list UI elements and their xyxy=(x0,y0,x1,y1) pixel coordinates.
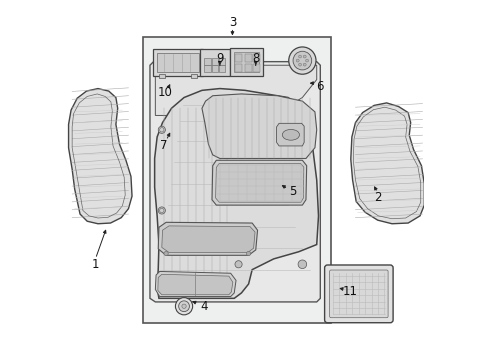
FancyBboxPatch shape xyxy=(234,51,259,72)
Polygon shape xyxy=(155,271,236,297)
Circle shape xyxy=(293,51,312,70)
Text: 11: 11 xyxy=(343,285,358,298)
FancyBboxPatch shape xyxy=(245,54,252,62)
Text: 2: 2 xyxy=(374,192,381,204)
Circle shape xyxy=(303,55,306,58)
Text: 5: 5 xyxy=(289,185,296,198)
Polygon shape xyxy=(150,62,320,302)
Polygon shape xyxy=(216,163,304,202)
Text: 8: 8 xyxy=(252,51,259,64)
Text: 7: 7 xyxy=(160,139,168,152)
FancyBboxPatch shape xyxy=(252,54,260,62)
FancyBboxPatch shape xyxy=(212,58,218,64)
Ellipse shape xyxy=(282,130,299,140)
Circle shape xyxy=(235,261,242,268)
FancyBboxPatch shape xyxy=(219,65,225,72)
Polygon shape xyxy=(158,274,233,295)
Polygon shape xyxy=(276,123,304,146)
Circle shape xyxy=(160,208,164,213)
FancyBboxPatch shape xyxy=(200,49,230,76)
Circle shape xyxy=(175,298,193,315)
Circle shape xyxy=(296,59,299,62)
Text: 3: 3 xyxy=(229,16,236,29)
FancyBboxPatch shape xyxy=(235,64,243,72)
Polygon shape xyxy=(158,222,258,255)
FancyBboxPatch shape xyxy=(324,265,393,323)
Circle shape xyxy=(182,304,186,309)
Polygon shape xyxy=(202,94,317,158)
Circle shape xyxy=(303,63,306,66)
Circle shape xyxy=(306,59,309,62)
Text: 4: 4 xyxy=(200,300,207,313)
FancyBboxPatch shape xyxy=(204,65,211,72)
FancyBboxPatch shape xyxy=(212,65,218,72)
Polygon shape xyxy=(69,89,132,224)
Circle shape xyxy=(164,251,168,256)
FancyBboxPatch shape xyxy=(204,58,211,64)
Polygon shape xyxy=(155,65,317,116)
Text: 10: 10 xyxy=(158,86,173,99)
Circle shape xyxy=(160,128,164,132)
Polygon shape xyxy=(155,89,318,298)
Circle shape xyxy=(158,207,166,214)
Circle shape xyxy=(298,55,301,58)
FancyBboxPatch shape xyxy=(330,270,388,318)
FancyBboxPatch shape xyxy=(230,48,263,76)
Text: 6: 6 xyxy=(317,80,324,93)
Circle shape xyxy=(289,47,316,74)
FancyBboxPatch shape xyxy=(252,64,260,72)
FancyBboxPatch shape xyxy=(143,37,331,323)
Polygon shape xyxy=(212,160,307,205)
Polygon shape xyxy=(191,74,197,78)
FancyBboxPatch shape xyxy=(245,64,252,72)
FancyBboxPatch shape xyxy=(235,54,243,62)
Circle shape xyxy=(158,126,166,134)
Polygon shape xyxy=(162,226,255,252)
Circle shape xyxy=(246,251,251,256)
Polygon shape xyxy=(351,103,424,224)
Circle shape xyxy=(298,63,301,66)
Circle shape xyxy=(298,260,307,269)
Circle shape xyxy=(179,301,190,312)
Text: 9: 9 xyxy=(216,51,223,64)
FancyBboxPatch shape xyxy=(157,53,199,72)
FancyBboxPatch shape xyxy=(153,49,203,76)
Polygon shape xyxy=(159,74,165,78)
FancyBboxPatch shape xyxy=(219,58,225,64)
Text: 1: 1 xyxy=(92,258,99,271)
